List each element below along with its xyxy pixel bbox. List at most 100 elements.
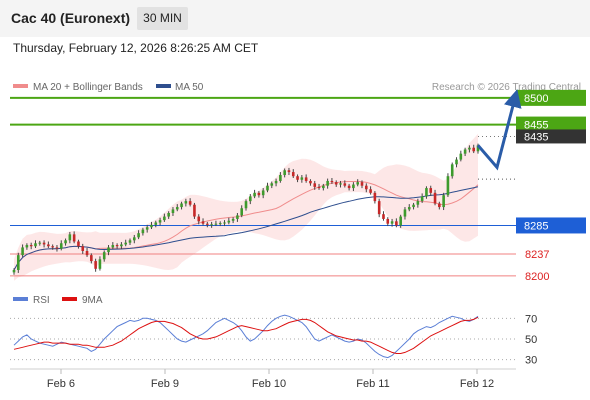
candle-body xyxy=(167,213,170,217)
last-price-tag xyxy=(516,129,586,144)
candle-body xyxy=(313,183,317,187)
candle-body xyxy=(334,182,338,185)
candle-body xyxy=(132,237,136,241)
candle-body xyxy=(231,218,235,221)
level-tag-8500 xyxy=(516,89,586,106)
candle-body xyxy=(111,245,115,248)
rsi-ma9-line xyxy=(13,316,479,354)
candle-body xyxy=(128,240,132,243)
legend-label-9ma: 9MA xyxy=(82,295,103,306)
x-tick-label: Feb 9 xyxy=(151,378,179,390)
candle-body xyxy=(218,223,222,225)
x-tick-label: Feb 12 xyxy=(460,378,494,390)
candle-body xyxy=(347,185,351,189)
candle-body xyxy=(72,234,76,242)
candle-body xyxy=(137,233,140,238)
candle-body xyxy=(193,204,196,217)
legend-label-rsi: RSI xyxy=(33,295,50,306)
candle-body xyxy=(403,209,407,217)
rsi-levels: 70 50 30 xyxy=(10,313,537,367)
candle-body xyxy=(85,250,89,256)
candle-body xyxy=(141,229,145,234)
candle-body xyxy=(98,259,102,269)
candle-body xyxy=(343,183,347,186)
candle-body xyxy=(240,208,244,216)
candle-body xyxy=(171,209,175,214)
candle-body xyxy=(210,224,213,226)
candle-body xyxy=(377,201,381,215)
candle-body xyxy=(197,216,201,222)
x-axis-labels: Feb 6 Feb 9 Feb 10 Feb 11 Feb 12 xyxy=(47,369,494,390)
candle-body xyxy=(38,242,42,244)
candle-body xyxy=(163,216,166,221)
candle-body xyxy=(12,269,16,273)
candle-body xyxy=(296,176,299,180)
candle-body xyxy=(102,252,106,260)
x-tick-label: Feb 6 xyxy=(47,378,75,390)
candle-body xyxy=(373,192,377,202)
candle-body xyxy=(322,185,325,189)
candle-body xyxy=(270,183,274,186)
candle-body xyxy=(124,242,128,245)
candle-body xyxy=(248,196,252,202)
candle-body xyxy=(395,221,398,226)
candle-body xyxy=(326,180,329,186)
candle-body xyxy=(390,221,394,224)
candle-body xyxy=(468,147,471,150)
candle-body xyxy=(438,203,441,208)
moving-averages xyxy=(13,180,479,271)
forecast-path xyxy=(476,89,522,171)
candle-body xyxy=(21,247,24,256)
candle-body xyxy=(94,261,97,269)
candle-body xyxy=(291,172,295,177)
candle-body xyxy=(214,223,218,225)
rsi-lines xyxy=(13,314,479,359)
candle-body xyxy=(223,222,226,224)
level-label-8455: 8455 xyxy=(524,120,548,132)
candle-body xyxy=(68,234,72,241)
candle-body xyxy=(150,224,153,228)
candle-body xyxy=(287,170,291,173)
ma50-line xyxy=(13,186,479,271)
forecast-arrow xyxy=(476,89,522,180)
candle-body xyxy=(184,201,188,204)
candle-body xyxy=(459,153,463,160)
candle-body xyxy=(339,183,342,185)
candle-body xyxy=(356,182,360,185)
candle-body xyxy=(90,255,93,262)
candle-body xyxy=(236,215,239,219)
candle-body xyxy=(55,247,59,249)
legend-label-ma20: MA 20 + Bollinger Bands xyxy=(33,82,143,93)
candle-body xyxy=(472,147,476,152)
candle-body xyxy=(261,190,265,196)
legend-swatch-rsi xyxy=(13,297,28,301)
candle-body xyxy=(412,204,415,208)
candle-body xyxy=(279,175,282,181)
interval-button[interactable]: 30 MIN xyxy=(137,7,188,30)
candle-body xyxy=(304,177,308,181)
candle-body xyxy=(59,243,63,249)
candle-body xyxy=(364,185,368,190)
last-price-label: 8435 xyxy=(524,131,548,143)
level-tag-8455 xyxy=(516,116,586,133)
candle-body xyxy=(42,242,46,245)
candle-body xyxy=(201,221,205,224)
candle-body xyxy=(257,192,261,196)
candle-body xyxy=(25,245,29,248)
candle-body xyxy=(283,170,286,176)
candle-body xyxy=(317,186,321,189)
candle-body xyxy=(416,201,420,205)
candle-body xyxy=(266,185,269,191)
level-tag-8285 xyxy=(516,217,586,234)
candle-body xyxy=(227,220,231,223)
candle-body xyxy=(274,180,278,184)
instrument-title: Cac 40 (Euronext) xyxy=(11,10,131,26)
candle-body xyxy=(360,182,364,186)
candle-body xyxy=(188,201,192,205)
candle-body xyxy=(450,164,454,177)
candle-body xyxy=(115,245,119,247)
candle-body xyxy=(145,227,149,230)
candle-body xyxy=(455,159,458,165)
